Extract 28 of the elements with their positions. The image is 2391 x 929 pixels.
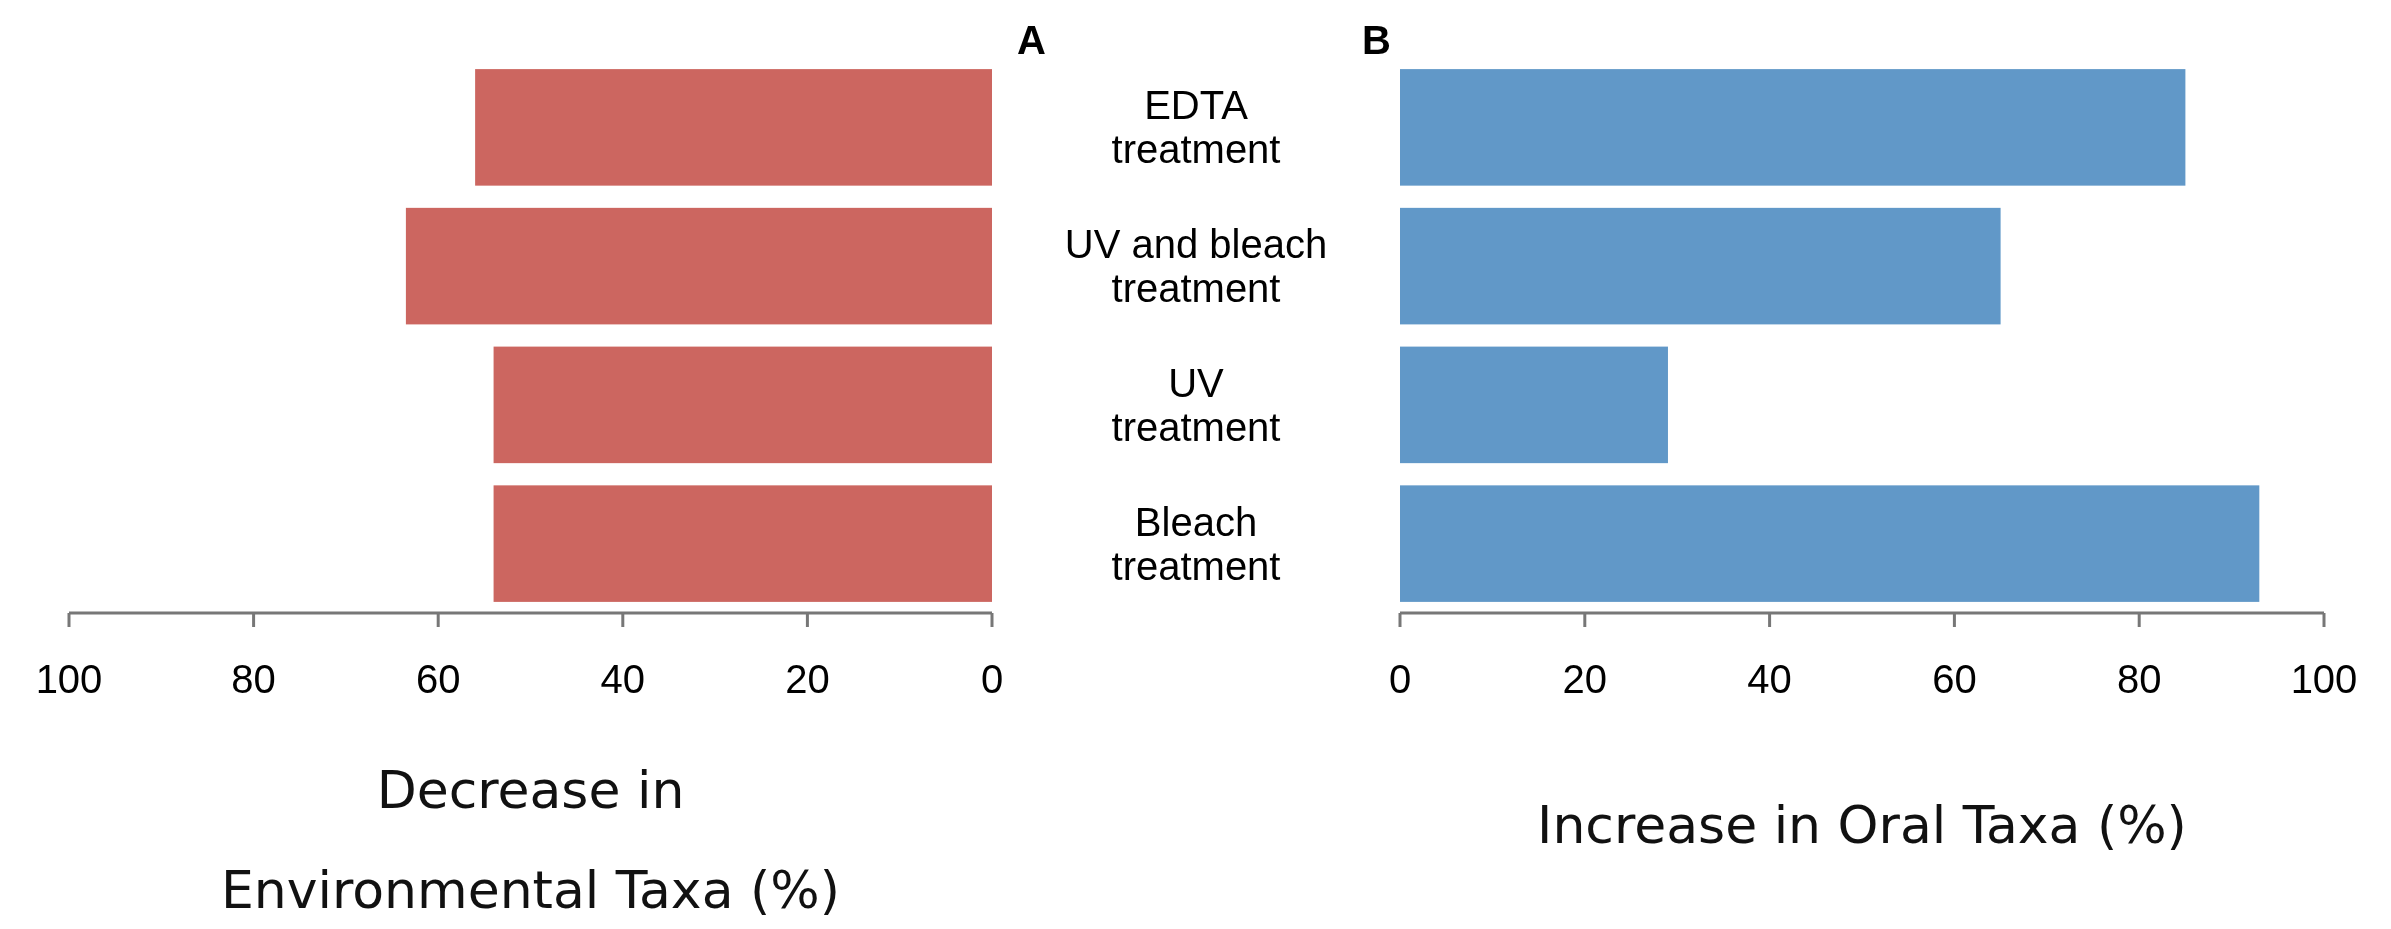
bar — [1400, 69, 2186, 186]
x-tick-label: 60 — [415, 657, 461, 701]
chart-title: A — [1017, 18, 1046, 62]
chart-title: B — [1362, 18, 1391, 62]
x-tick-label: 100 — [35, 657, 103, 701]
x-axis-title: Increase in Oral Taxa (%) — [1537, 795, 2187, 855]
x-tick-label: 40 — [1747, 657, 1792, 701]
bar — [1400, 346, 1668, 464]
bar — [1400, 485, 2260, 602]
bar — [405, 207, 992, 325]
bar — [493, 346, 992, 464]
x-tick-label: 40 — [600, 657, 646, 701]
y-tick-label: UV and bleach treatment — [1064, 222, 1328, 311]
x-tick-label: 60 — [1932, 657, 1977, 701]
bar — [475, 69, 992, 186]
y-tick-label: Bleach treatment — [1111, 499, 1281, 588]
x-tick-label: 20 — [785, 657, 830, 701]
x-tick-label: 80 — [2116, 657, 2162, 701]
x-tick-label: 0 — [1388, 657, 1412, 701]
x-tick-label: 80 — [231, 657, 276, 701]
x-tick-label: 0 — [980, 657, 1004, 701]
x-tick-label: 100 — [2290, 657, 2358, 701]
y-tick-label: UV treatment — [1111, 360, 1281, 449]
x-axis-title: Decrease in Environmental Taxa (%) — [220, 760, 841, 920]
x-tick-label: 20 — [1562, 657, 1608, 701]
bar — [493, 485, 992, 602]
bar — [1400, 207, 2001, 325]
y-tick-label: EDTA treatment — [1111, 83, 1281, 172]
